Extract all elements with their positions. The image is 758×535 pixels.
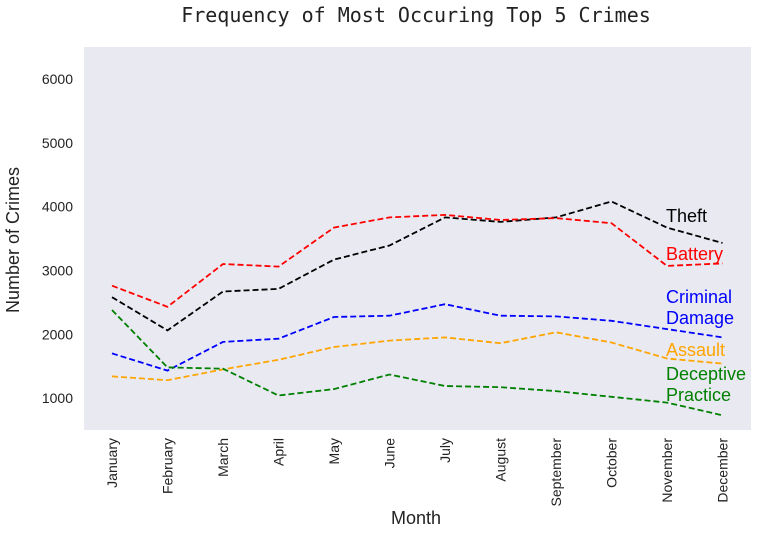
series-label-deceptive-practice: Deceptive: [666, 364, 746, 384]
y-tick-label: 3000: [42, 262, 73, 278]
y-tick-label: 4000: [42, 199, 73, 215]
series-line-assault: [111, 331, 723, 382]
series-label-criminal-damage: Damage: [666, 308, 734, 328]
x-tick-label: November: [659, 438, 675, 503]
x-axis-ticks: January February March April May June July Augu…: [104, 438, 731, 507]
series-label-battery: Battery: [666, 244, 723, 264]
x-tick-label: February: [160, 438, 176, 494]
x-tick-label: July: [437, 438, 453, 463]
x-tick-label: April: [271, 438, 287, 466]
series-label-assault: Assault: [666, 340, 725, 360]
series-line-theft: [111, 200, 723, 332]
y-tick-label: 1000: [42, 390, 73, 406]
x-tick-label: June: [382, 438, 398, 469]
x-tick-label: January: [104, 438, 120, 488]
series-lines: [111, 200, 723, 417]
series-label-criminal-damage: Criminal: [666, 287, 732, 307]
y-axis-label: Number of Crimes: [3, 167, 23, 313]
series-line-deceptive-practice: [111, 309, 723, 417]
series-label-deceptive-practice: Practice: [666, 385, 731, 405]
series-line-battery: [111, 213, 723, 308]
series-line-criminal-damage: [111, 303, 723, 372]
y-axis-ticks: 1000 2000 3000 4000 5000 6000: [42, 71, 73, 406]
y-tick-label: 6000: [42, 71, 73, 87]
series-label-theft: Theft: [666, 206, 707, 226]
x-tick-label: August: [493, 438, 509, 482]
x-tick-label: March: [215, 438, 231, 477]
x-tick-label: September: [548, 438, 564, 507]
y-tick-label: 2000: [42, 326, 73, 342]
x-tick-label: May: [326, 438, 342, 464]
x-axis-label: Month: [391, 508, 441, 528]
plot-area: [84, 47, 751, 430]
y-tick-label: 5000: [42, 135, 73, 151]
chart-title: Frequency of Most Occuring Top 5 Crimes: [181, 3, 651, 27]
x-tick-label: October: [604, 438, 620, 488]
x-tick-label: December: [715, 438, 731, 503]
